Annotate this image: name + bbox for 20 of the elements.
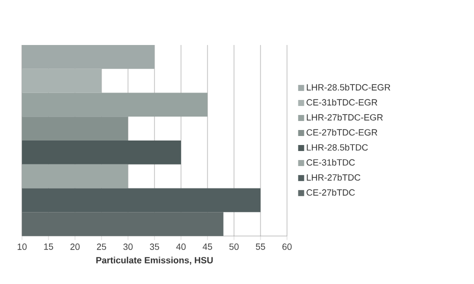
x-axis-title: Particulate Emissions, HSU (96, 256, 213, 265)
x-tick-label: 15 (44, 244, 54, 250)
x-tick-label: 45 (202, 244, 212, 250)
legend-label: LHR-27bTDC-EGR (306, 114, 383, 121)
x-tick-label: 50 (229, 244, 239, 250)
legend-label: LHR-27bTDC (306, 174, 360, 181)
legend-label: CE-27bTDC-EGR (306, 128, 378, 136)
legend-label: LHR-28.5bTDC (306, 144, 368, 151)
legend-label: CE-31bTDC (306, 159, 355, 166)
x-tick-label: 35 (150, 244, 160, 250)
x-tick-label: 30 (123, 244, 133, 250)
x-tick-label: 55 (256, 244, 266, 250)
legend-label: LHR-28.5bTDC-EGR (306, 84, 390, 91)
x-tick-label: 10 (18, 244, 27, 250)
x-tick-label: 25 (96, 244, 106, 250)
x-tick-label: 60 (282, 244, 292, 250)
legend-label: CE-27bTDC (306, 189, 355, 196)
legend-label: CE-31bTDC-EGR (306, 98, 378, 106)
x-tick-label: 20 (70, 244, 80, 250)
x-tick-label: 40 (176, 244, 186, 250)
